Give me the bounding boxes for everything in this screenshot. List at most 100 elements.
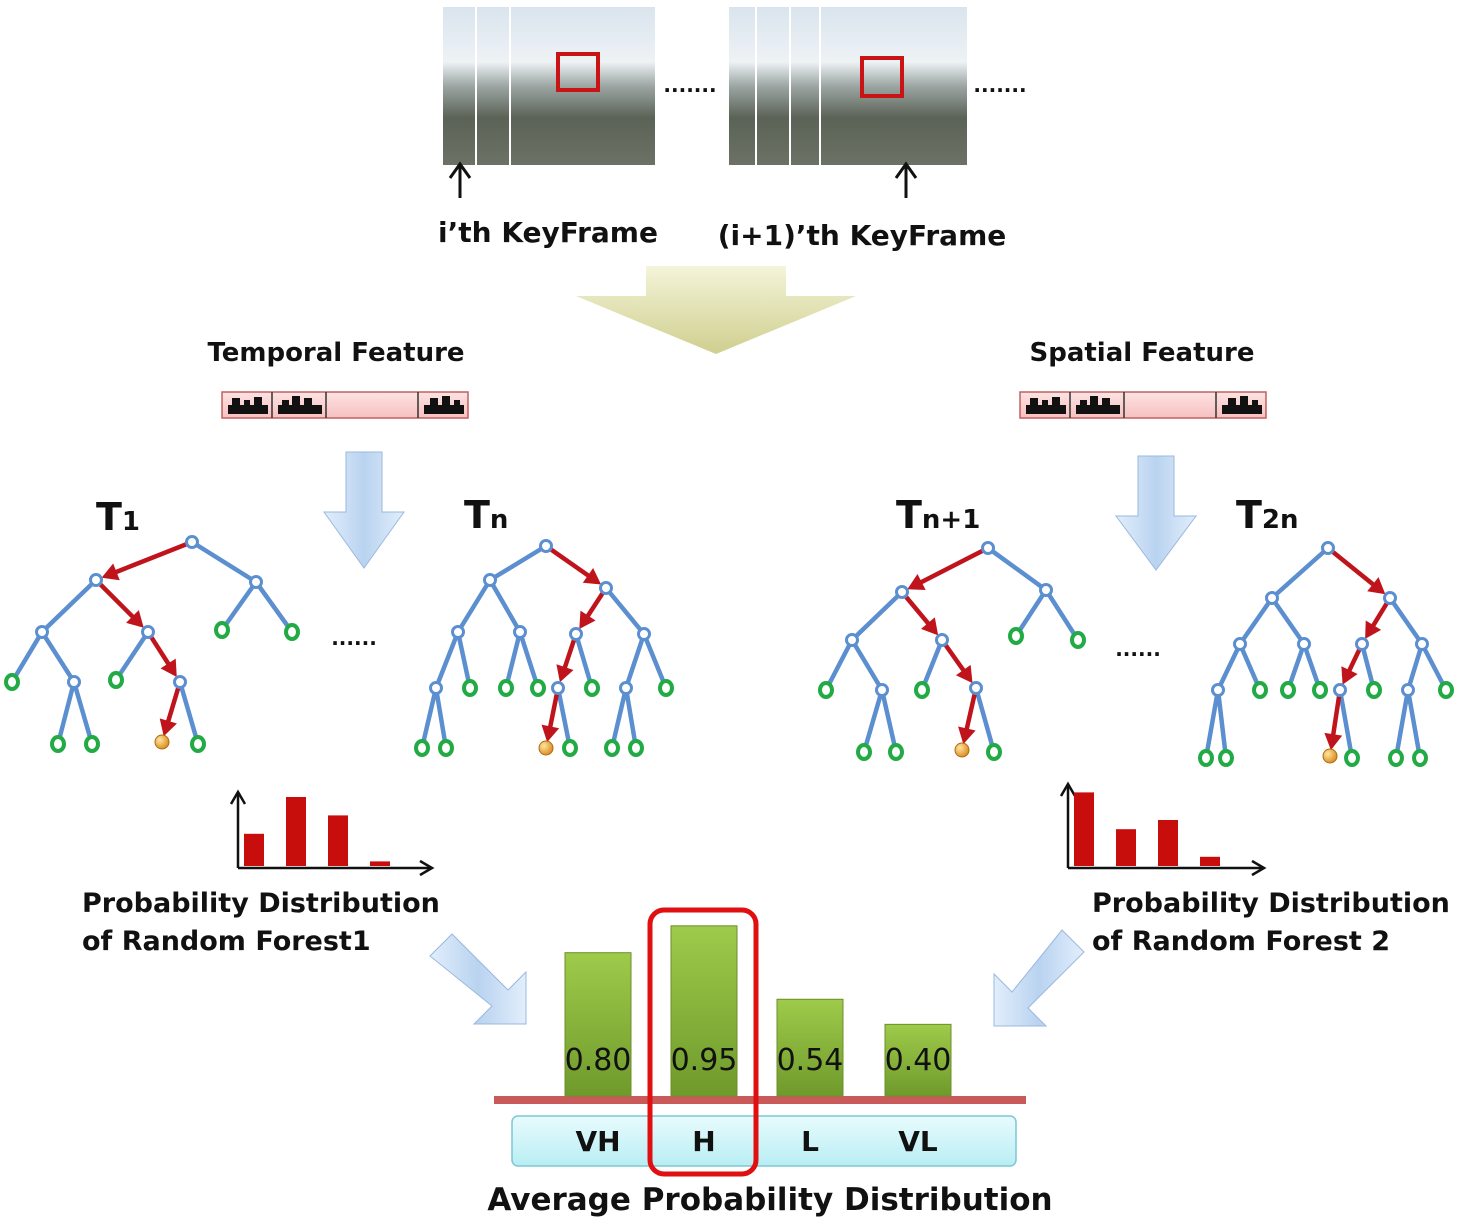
tree-edge xyxy=(433,685,449,751)
split-node xyxy=(483,573,497,587)
decision-path-edge xyxy=(939,637,970,678)
tree-edge xyxy=(973,685,997,755)
average-bar-vl xyxy=(884,1023,952,1097)
average-bar-l xyxy=(776,998,844,1097)
tree-edge xyxy=(641,631,669,691)
split-node xyxy=(539,539,553,553)
tree-edge xyxy=(253,579,295,635)
tree-edge xyxy=(1337,687,1355,761)
tree-edge xyxy=(985,545,1049,593)
tree-edge xyxy=(487,543,549,583)
rf1-label-line1: Probability Distribution xyxy=(82,888,440,919)
tree-edge xyxy=(1387,595,1425,647)
average-bar-h xyxy=(670,925,738,1097)
decision-path-edge xyxy=(913,545,991,587)
leaf-node xyxy=(498,679,514,697)
leaf-node xyxy=(438,739,454,757)
tree-edge xyxy=(71,679,95,747)
decision-path-edge xyxy=(145,629,174,671)
average-bar-vh xyxy=(564,952,632,1097)
distribution-bar xyxy=(286,797,306,866)
decision-path-arrowhead xyxy=(556,664,574,683)
split-node xyxy=(875,683,889,697)
leaf-node xyxy=(628,739,644,757)
leaf-node xyxy=(1388,749,1404,767)
tree-edge xyxy=(1237,595,1275,647)
tree-edge xyxy=(1393,687,1411,761)
tree-t2n xyxy=(1198,541,1454,767)
leaf-node xyxy=(1218,749,1234,767)
tree-edge xyxy=(919,637,945,693)
leaf-node xyxy=(658,679,674,697)
tree-edge xyxy=(603,585,647,637)
decision-path-edge xyxy=(899,589,935,630)
decision-path-arrowhead xyxy=(958,726,976,745)
bar-value-label: 0.80 xyxy=(565,1043,632,1078)
leaf-node xyxy=(50,735,66,753)
leaf-node xyxy=(818,681,834,699)
tree-label-tn1: Tn+1 xyxy=(896,493,980,537)
tree-label-t1: T1 xyxy=(96,495,140,539)
split-node xyxy=(1265,591,1279,605)
tree-edge xyxy=(419,685,439,751)
decision-path-edge xyxy=(1330,687,1343,743)
tree-edge xyxy=(487,577,523,635)
tree-edge xyxy=(623,631,647,691)
leaf-node xyxy=(214,621,230,639)
split-node xyxy=(67,675,81,689)
split-node xyxy=(1321,541,1335,555)
split-node xyxy=(637,627,651,641)
split-node xyxy=(599,581,613,595)
leaf-node xyxy=(414,739,430,757)
tree-edge xyxy=(39,577,99,635)
leaf-node xyxy=(190,735,206,753)
category-band xyxy=(511,1115,1017,1167)
leaf-node xyxy=(1366,681,1382,699)
leaf-node xyxy=(1070,631,1086,649)
temporal-down-arrow xyxy=(323,451,405,569)
decision-trees xyxy=(4,535,1454,767)
tree-edge xyxy=(1215,641,1243,693)
decision-path-arrowhead xyxy=(541,724,560,743)
tree-edge xyxy=(609,685,629,751)
spatial-feature-vector xyxy=(1019,391,1267,419)
leaf-node xyxy=(84,735,100,753)
tree-edge xyxy=(1043,587,1081,643)
distribution-bar xyxy=(1200,856,1220,866)
tree-ellipsis-right: ...... xyxy=(1115,637,1161,661)
leaf-node xyxy=(562,739,578,757)
leaf-node xyxy=(4,673,20,691)
bar-value-label: 0.95 xyxy=(671,1043,738,1078)
tree-tn xyxy=(414,539,674,757)
tree-ellipsis-left: ...... xyxy=(331,626,377,650)
leaf-node xyxy=(1312,681,1328,699)
decision-path-arrowhead xyxy=(159,718,177,737)
split-node xyxy=(551,681,565,695)
decision-path-arrowhead xyxy=(579,610,596,629)
tree-edge xyxy=(219,579,259,633)
split-node xyxy=(935,633,949,647)
split-node xyxy=(1383,591,1397,605)
split-node xyxy=(1333,683,1347,697)
split-node xyxy=(451,625,465,639)
baseline xyxy=(494,1096,1026,1104)
big-down-arrow xyxy=(576,266,856,354)
decision-path-arrowhead xyxy=(582,568,602,585)
leaf-node xyxy=(1008,627,1024,645)
leaf-node xyxy=(1280,681,1296,699)
tree-edge xyxy=(849,589,905,643)
tree-edge xyxy=(455,577,493,635)
decision-path-edge xyxy=(1325,545,1380,591)
frame-ellipsis-1: ....... xyxy=(663,73,716,97)
leaf-node xyxy=(1252,681,1268,699)
tree-edge xyxy=(189,539,259,585)
tree-edge xyxy=(9,629,45,685)
left-keyframe-label: i’th KeyFrame xyxy=(438,216,658,249)
category-label: VL xyxy=(898,1125,938,1158)
distribution-bar xyxy=(370,861,390,866)
tree-edge xyxy=(1269,545,1331,601)
reached-leaf xyxy=(954,742,970,758)
reached-leaf xyxy=(538,740,554,756)
reached-leaf xyxy=(154,734,170,750)
